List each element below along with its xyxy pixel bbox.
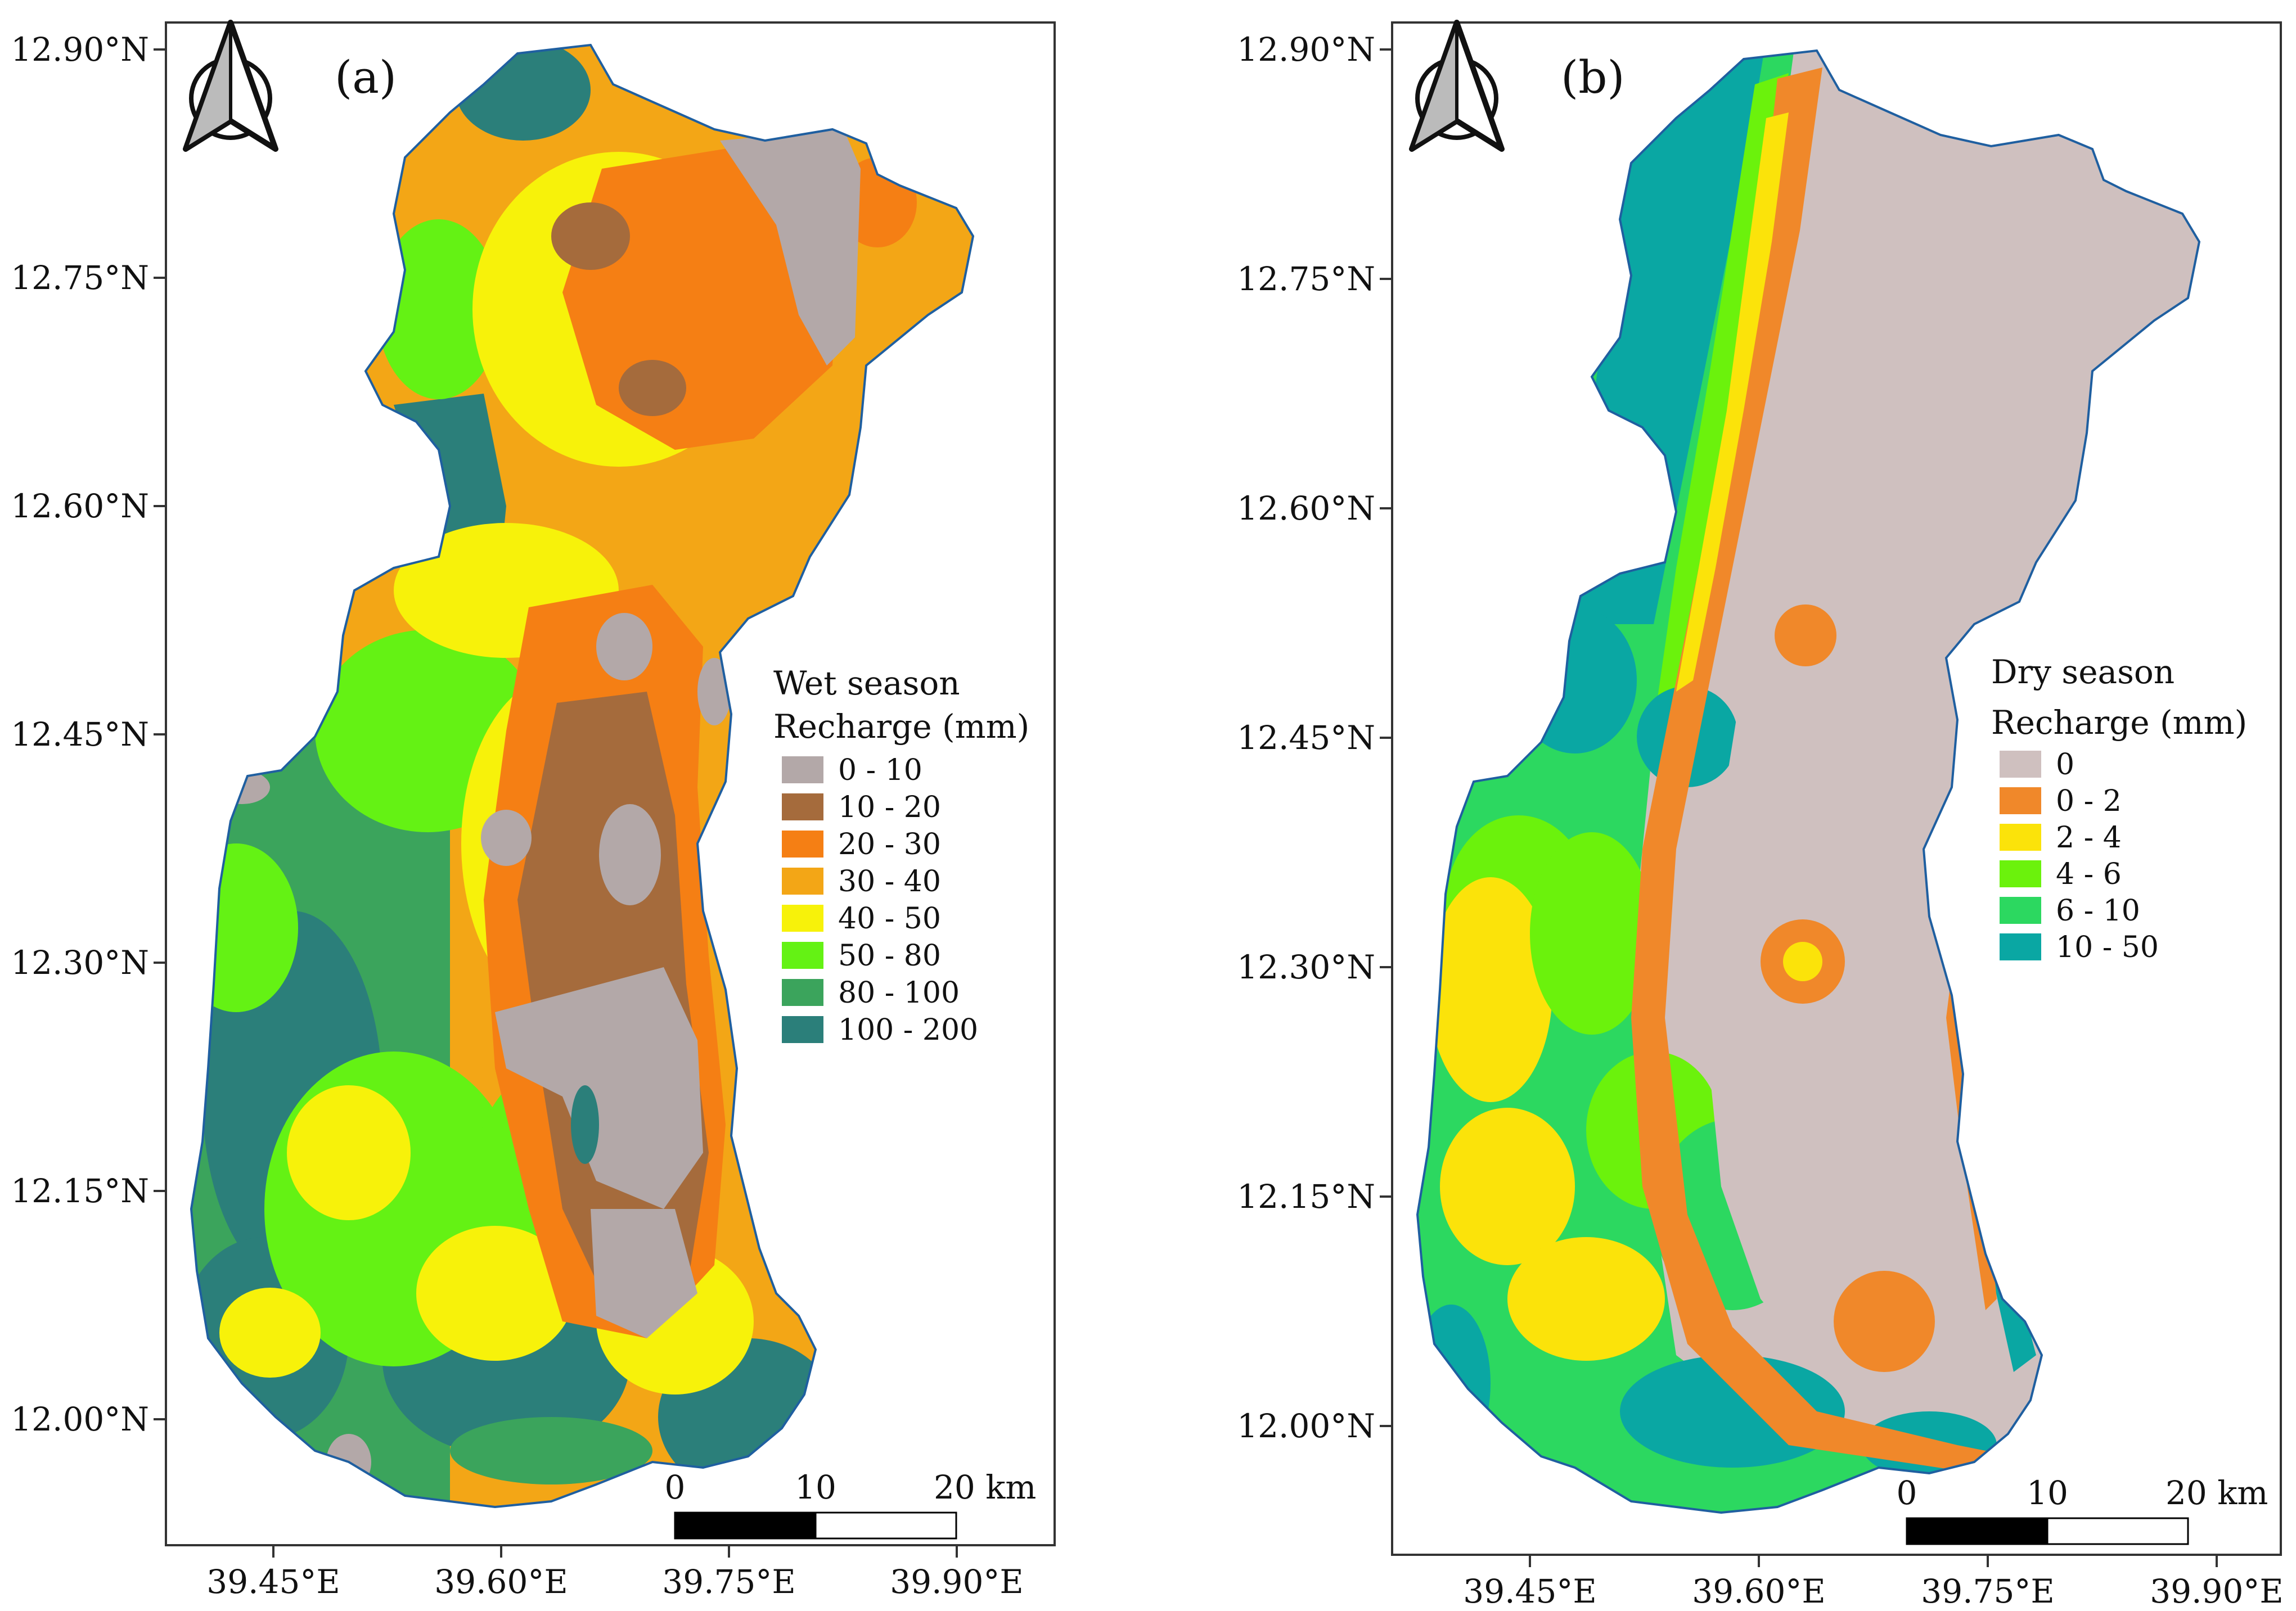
panel-b-legend-title: Dry season (1991, 653, 2175, 691)
legend-label: 20 - 30 (838, 828, 941, 861)
panel-a-legend-subtitle: Recharge (mm) (773, 707, 1029, 746)
lon-tick-label: 39.60°E (434, 1563, 568, 1601)
panel-a-label: (a) (335, 51, 397, 103)
lat-tick-label: 12.30°N (1237, 948, 1375, 986)
scale-label-10: 10 (795, 1468, 836, 1506)
panel-a-scale-bar: 0 10 20 km (665, 1468, 1036, 1540)
legend-swatch (782, 756, 823, 783)
lon-tick-label: 39.60°E (1692, 1572, 1825, 1610)
legend-swatch (2000, 824, 2041, 851)
legend-label: 80 - 100 (838, 976, 960, 1010)
lat-tick-label: 12.15°N (1237, 1177, 1375, 1216)
lat-tick-label: 12.00°N (1237, 1407, 1375, 1445)
panel-b-frame (1391, 21, 2282, 1556)
lat-tick-label: 12.75°N (11, 259, 149, 297)
panel-b-lat-axis: 12.90°N 12.75°N 12.60°N 12.45°N 12.30°N 12.15… (1237, 30, 1392, 1445)
legend-label: 6 - 10 (2056, 894, 2140, 928)
panel-b-label: (b) (1561, 51, 1625, 103)
panel-b-scale-bar: 0 10 20 km (1897, 1474, 2268, 1545)
legend-swatch (2000, 751, 2041, 778)
panel-b-legend: Dry season Recharge (mm) 00 - 22 - 44 - … (1991, 653, 2247, 964)
scale-label-10: 10 (2027, 1474, 2068, 1512)
lon-tick-label: 39.45°E (206, 1563, 340, 1601)
panel-a-recharge-raster (190, 44, 974, 1508)
legend-label: 0 (2056, 748, 2074, 782)
lat-tick-label: 12.90°N (1237, 30, 1375, 69)
legend-label: 10 - 20 (838, 791, 941, 824)
lat-tick-label: 12.30°N (11, 944, 149, 982)
scale-segment-black (674, 1511, 817, 1540)
lat-tick-label: 12.45°N (11, 715, 149, 753)
scale-segment-black (1906, 1517, 2049, 1545)
legend-label: 40 - 50 (838, 902, 941, 936)
legend-label: 30 - 40 (838, 865, 941, 899)
legend-label: 0 - 10 (838, 753, 922, 787)
legend-label: 2 - 4 (2056, 821, 2122, 855)
lon-tick-label: 39.75°E (1921, 1572, 2054, 1610)
panel-a-legend: Wet season Recharge (mm) 0 - 10 10 - 20 20… (773, 664, 1029, 1047)
panel-a-lon-axis: 39.45°E 39.60°E 39.75°E 39.90°E (206, 1545, 1024, 1601)
lon-tick-label: 39.90°E (890, 1563, 1023, 1601)
lat-tick-label: 12.60°N (1237, 489, 1375, 527)
legend-swatch (782, 979, 823, 1006)
legend-label: 10 - 50 (2056, 931, 2159, 964)
lat-tick-label: 12.15°N (11, 1172, 149, 1210)
legend-swatch (2000, 897, 2041, 924)
legend-swatch (782, 868, 823, 895)
legend-swatch (2000, 933, 2041, 960)
legend-label: 50 - 80 (838, 939, 941, 973)
panel-a-frame (165, 21, 1056, 1546)
scale-segment-white (814, 1511, 957, 1540)
legend-swatch (782, 905, 823, 932)
lon-tick-label: 39.90°E (2150, 1572, 2283, 1610)
lat-tick-label: 12.00°N (11, 1400, 149, 1438)
panel-b-north-arrow-icon (1412, 22, 1502, 149)
panel-a-lat-axis: 12.90°N 12.75°N 12.60°N 12.45°N 12.30°N 12.15… (11, 30, 166, 1438)
lon-tick-label: 39.45°E (1463, 1572, 1596, 1610)
legend-label: 100 - 200 (838, 1013, 978, 1047)
lat-tick-label: 12.90°N (11, 30, 149, 69)
panel-b-legend-subtitle: Recharge (mm) (1991, 703, 2247, 742)
lat-tick-label: 12.60°N (11, 487, 149, 525)
scale-label-0: 0 (665, 1468, 686, 1506)
legend-swatch (782, 831, 823, 858)
scale-label-0: 0 (1897, 1474, 1917, 1512)
legend-label: 0 - 2 (2056, 784, 2122, 818)
legend-swatch (782, 942, 823, 969)
scale-label-20: 20 km (934, 1468, 1036, 1506)
panel-a-north-arrow-icon (186, 22, 276, 149)
lon-tick-label: 39.75°E (662, 1563, 795, 1601)
panel-a-legend-title: Wet season (773, 664, 960, 702)
legend-swatch (782, 1016, 823, 1043)
legend-swatch (782, 793, 823, 820)
panel-b-dry-season-map: (b) 12.90°N12.75°N12.60°N12.45°N12.30°N1… (1237, 6, 2284, 1610)
legend-swatch (2000, 787, 2041, 814)
panel-b-lon-axis: 39.45°E 39.60°E 39.75°E 39.90°E (1463, 1555, 2284, 1610)
legend-label: 4 - 6 (2056, 858, 2122, 891)
lat-tick-label: 12.75°N (1237, 260, 1375, 298)
lat-tick-label: 12.45°N (1237, 719, 1375, 757)
legend-swatch (2000, 860, 2041, 887)
scale-segment-white (2046, 1517, 2189, 1545)
panel-a-wet-season-map: (a) 12.90°N12.75°N12.60°N12.45°N12.30°N1… (11, 21, 1056, 1601)
scale-label-20: 20 km (2166, 1474, 2268, 1512)
